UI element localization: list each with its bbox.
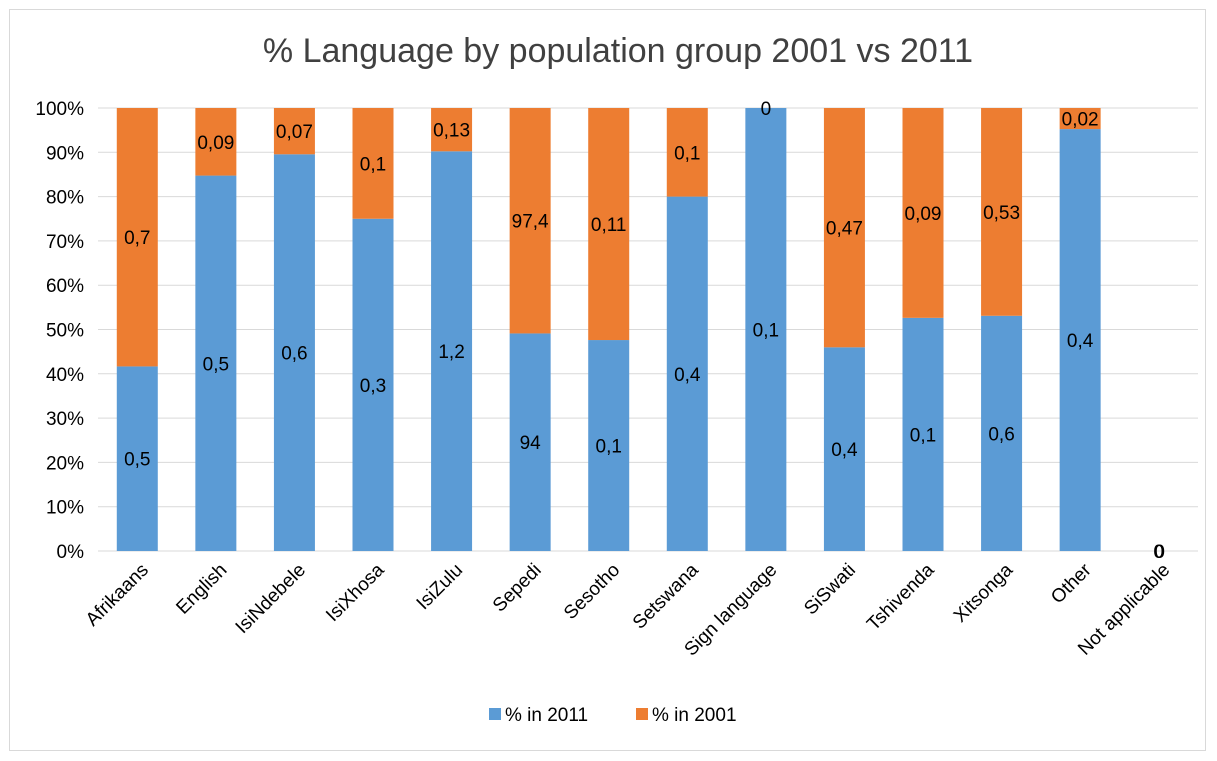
data-label-2011: 0,4 <box>831 440 858 461</box>
y-tick-label: 40% <box>46 365 84 386</box>
x-tick-label: IsiXhosa <box>322 559 389 626</box>
data-label-2001: 0,7 <box>124 228 150 249</box>
data-label-2011: 1,2 <box>438 342 464 363</box>
data-label-2011: 0,6 <box>281 344 307 365</box>
bar-2011 <box>902 317 944 551</box>
y-tick-label: 60% <box>46 276 84 297</box>
data-label-2001: 0,53 <box>983 203 1020 224</box>
chart-area: % Language by population group 2001 vs 2… <box>9 9 1206 751</box>
x-tick-label: Tshivenda <box>863 559 939 635</box>
chart-svg: % Language by population group 2001 vs 2… <box>35 32 1198 726</box>
data-label-2011: 0,1 <box>753 321 779 342</box>
y-tick-label: 90% <box>46 143 84 164</box>
x-tick-label: Xitsonga <box>950 559 1017 626</box>
data-label-2011: 0,4 <box>1067 331 1094 352</box>
bar-2011 <box>666 196 708 551</box>
x-tick-label: IsiNdebele <box>232 560 310 638</box>
y-tick-label: 70% <box>46 232 84 253</box>
bar-2001 <box>509 108 551 334</box>
bar-2011 <box>116 366 158 551</box>
bar-2001 <box>981 108 1023 316</box>
legend-swatch <box>636 708 648 720</box>
y-tick-label: 50% <box>46 321 84 342</box>
x-tick-label: Other <box>1047 559 1096 608</box>
data-label-2001: 0,47 <box>826 219 863 240</box>
x-tick-label: SiSwati <box>800 560 860 620</box>
bar-2011 <box>509 333 551 551</box>
y-tick-label: 20% <box>46 453 84 474</box>
bar-2011 <box>588 340 630 551</box>
data-label-2011: 0,6 <box>988 424 1014 445</box>
y-tick-label: 30% <box>46 409 84 430</box>
bar-2001 <box>588 108 630 341</box>
data-label-2011: 0,4 <box>674 365 701 386</box>
bar-2001 <box>352 108 394 219</box>
bar-2011 <box>431 151 473 551</box>
data-label-2001: 0,09 <box>197 133 234 154</box>
data-label-2011: 0,5 <box>203 354 229 375</box>
y-tick-label: 10% <box>46 498 84 519</box>
data-label-2011: 0 <box>1153 542 1164 563</box>
data-label-2011: 0,1 <box>596 437 622 458</box>
bar-2011 <box>981 315 1023 551</box>
x-tick-label: Sesotho <box>560 560 624 624</box>
data-label-2001: 0 <box>761 99 772 120</box>
bars <box>116 108 1101 552</box>
bar-2001 <box>902 108 944 318</box>
legend-label: % in 2011 <box>505 705 588 726</box>
legend: % in 2011 % in 2001 <box>489 705 737 726</box>
data-label-2001: 0,11 <box>591 215 627 236</box>
data-label-2001: 0,1 <box>360 154 386 175</box>
bar-2001 <box>195 108 237 176</box>
data-label-2001: 0,09 <box>905 204 942 225</box>
x-tick-label: English <box>172 560 231 619</box>
data-label-2011: 0,5 <box>124 450 150 471</box>
bar-2011 <box>195 175 237 551</box>
bar-2001 <box>116 108 158 367</box>
data-label-2001: 0,13 <box>433 121 470 142</box>
bar-2011 <box>745 108 787 551</box>
bar-2001 <box>431 108 473 152</box>
bar-2011 <box>1059 129 1101 551</box>
legend-label: % in 2001 <box>652 705 737 726</box>
bar-2011 <box>273 154 315 552</box>
x-tick-label: Sepedi <box>489 560 546 617</box>
data-label-2001: 0 <box>1154 542 1165 563</box>
x-tick-label: IsiZulu <box>413 560 467 614</box>
data-label-2011: 0,1 <box>910 425 936 446</box>
chart-title: % Language by population group 2001 vs 2… <box>263 32 973 70</box>
bar-2011 <box>823 347 865 551</box>
data-labels: 0,5 0,7 0,5 0,09 0,6 0,07 0,3 0,1 1,2 0,13 94 97,4 0… <box>124 99 1165 563</box>
y-axis-ticks: 0% 10% 20% 30% 40% 50% 60% 70% 80% 90% 100% <box>35 99 84 563</box>
bar-2001 <box>823 108 865 348</box>
data-label-2001: 97,4 <box>512 212 549 233</box>
bar-2011 <box>352 218 394 551</box>
data-label-2001: 0,1 <box>674 143 700 164</box>
y-tick-label: 80% <box>46 188 84 209</box>
legend-swatch <box>489 708 501 720</box>
data-label-2001: 0,07 <box>276 122 313 143</box>
x-axis-ticks: Afrikaans English IsiNdebele IsiXhosa IsiZul… <box>82 559 1174 660</box>
bar-2001 <box>273 108 315 155</box>
data-label-2011: 94 <box>520 433 542 454</box>
x-tick-label: Setswana <box>629 559 703 633</box>
bar-2001 <box>1059 108 1101 130</box>
data-label-2001: 0,02 <box>1062 110 1099 131</box>
data-label-2011: 0,3 <box>360 376 386 397</box>
y-tick-label: 0% <box>57 542 85 563</box>
y-tick-label: 100% <box>35 99 84 120</box>
x-tick-label: Afrikaans <box>82 560 153 631</box>
bar-2001 <box>666 108 708 197</box>
gridlines <box>98 107 1198 552</box>
